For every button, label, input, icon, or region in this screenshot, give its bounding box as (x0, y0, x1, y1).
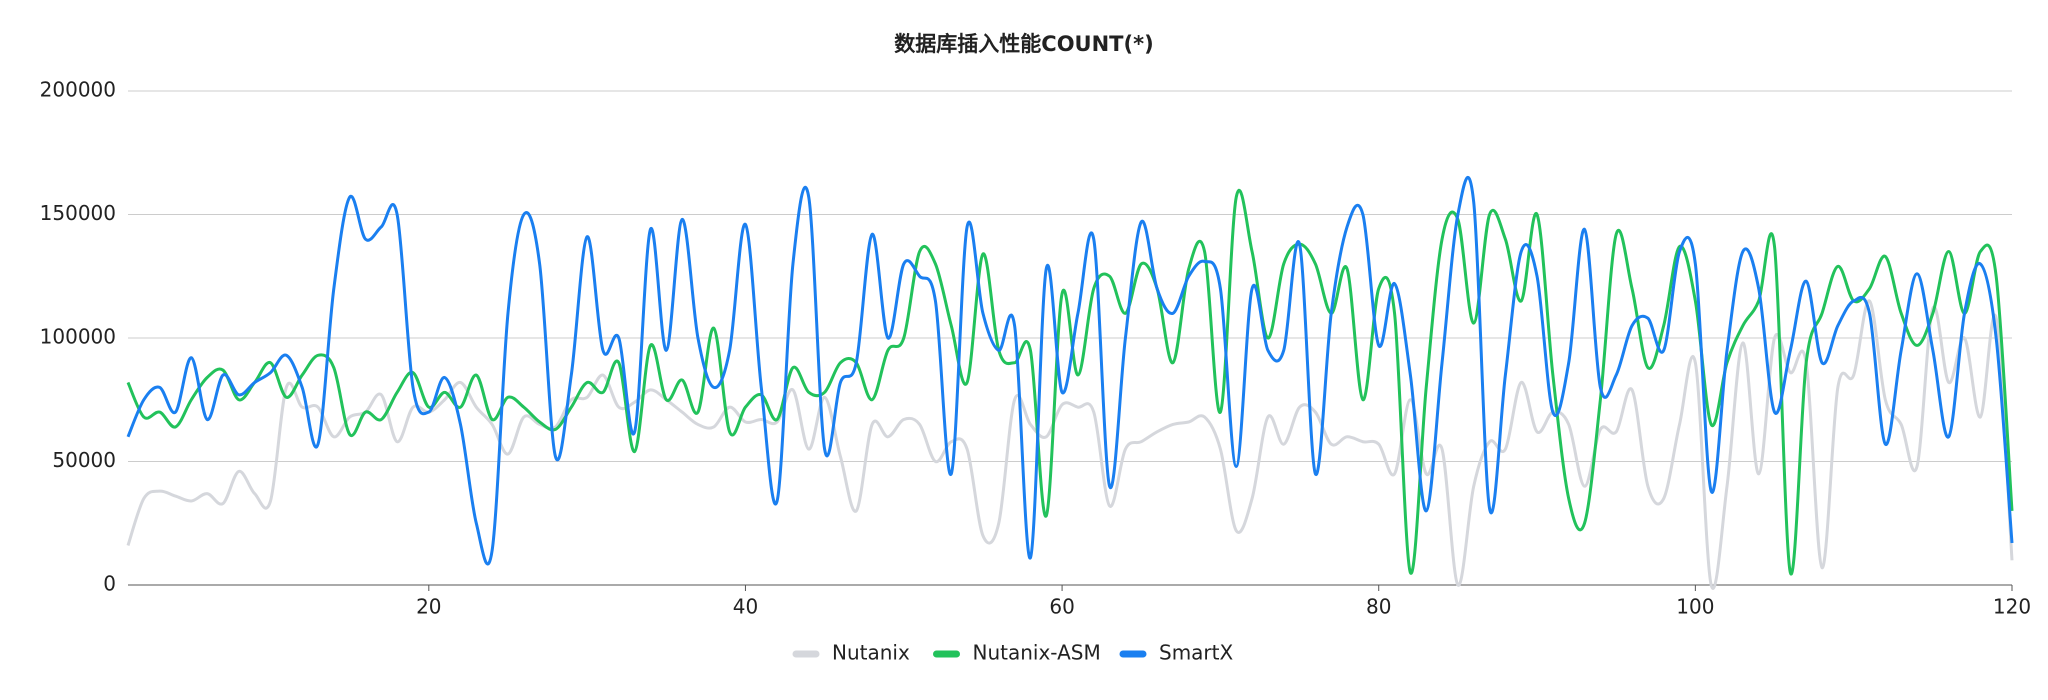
x-tick-label: 40 (733, 595, 758, 619)
series-line (126, 299, 2014, 590)
x-tick-label: 60 (1049, 595, 1074, 619)
x-tick-label: 120 (1993, 595, 2031, 619)
legend-label: Nutanix-ASM (973, 641, 1101, 665)
y-tick-label: 100000 (40, 325, 116, 349)
x-tick-label: 20 (416, 595, 441, 619)
y-tick-label: 50000 (52, 448, 116, 472)
y-tick-label: 0 (103, 572, 116, 596)
legend-label: Nutanix (832, 641, 910, 665)
series-line (126, 188, 2014, 576)
x-tick-label: 80 (1366, 595, 1391, 619)
y-tick-label: 150000 (40, 201, 116, 225)
y-tick-label: 200000 (40, 78, 116, 102)
chart-title: 数据库插入性能COUNT(*) (894, 32, 1153, 56)
x-tick-label: 100 (1676, 595, 1714, 619)
legend-label: SmartX (1159, 641, 1233, 665)
series-line (126, 175, 2014, 566)
